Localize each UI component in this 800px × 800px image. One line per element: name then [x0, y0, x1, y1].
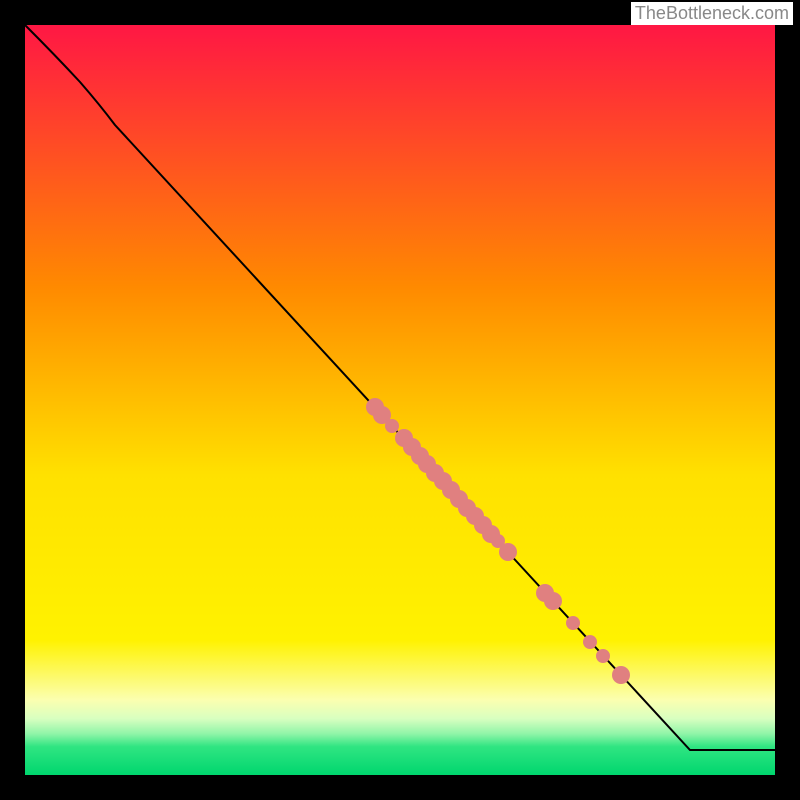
data-marker [385, 419, 399, 433]
data-marker [544, 592, 562, 610]
chart-svg [0, 0, 800, 800]
data-marker [499, 543, 517, 561]
data-marker [566, 616, 580, 630]
watermark-label: TheBottleneck.com [631, 2, 793, 25]
plot-background [25, 25, 775, 775]
data-marker [612, 666, 630, 684]
data-marker [583, 635, 597, 649]
data-marker [596, 649, 610, 663]
